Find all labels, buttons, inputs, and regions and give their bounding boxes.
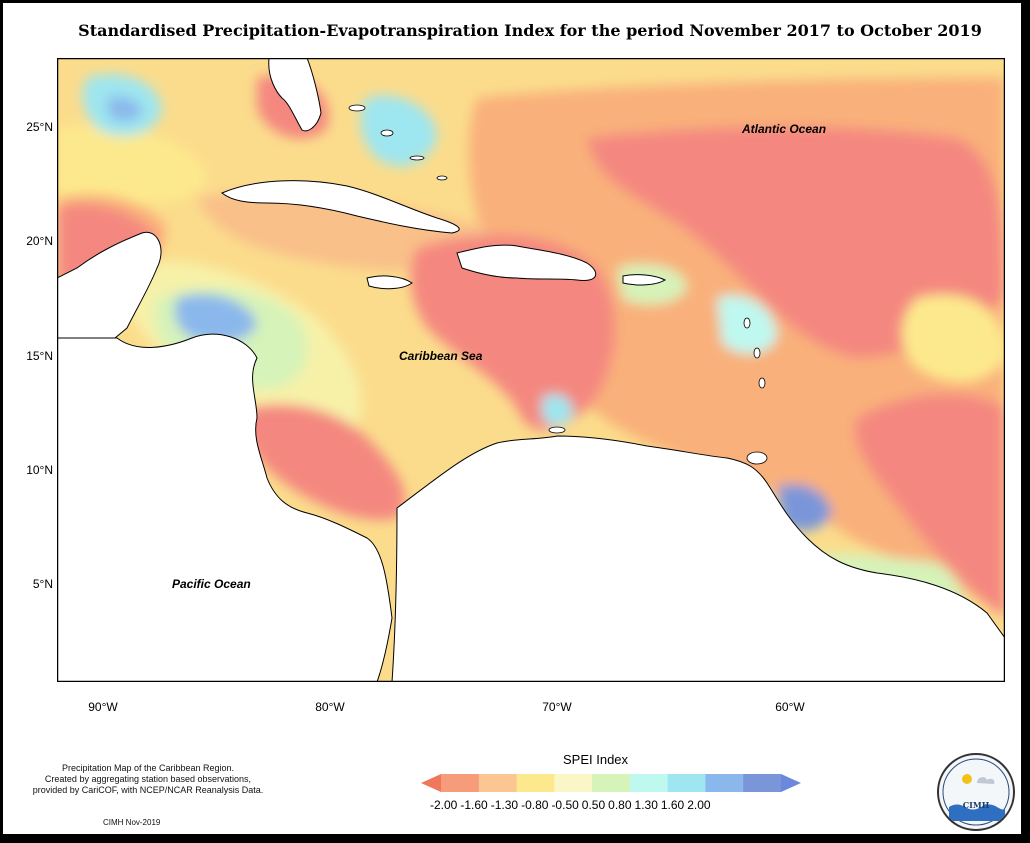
lat-label-20n: 20°N xyxy=(26,234,53,248)
legend-swatch xyxy=(743,774,782,792)
land-yucatan xyxy=(57,231,162,339)
lat-label-5n: 5°N xyxy=(32,577,53,591)
map-title: Standardised Precipitation-Evapotranspir… xyxy=(78,21,982,40)
legend-swatch xyxy=(554,774,593,792)
field-red-nicaragua xyxy=(243,404,406,520)
legend-swatch xyxy=(667,774,706,792)
field-red-east xyxy=(855,394,1005,618)
logo-graphic xyxy=(942,758,1010,826)
legend-colorbar xyxy=(421,774,801,792)
legend-value: -1.30 xyxy=(490,798,519,812)
logo-sun-icon xyxy=(962,774,972,784)
legend-labels: -2.00 -1.60 -1.30 -0.80 -0.50 0.50 0.80 1.30 1.6… xyxy=(430,798,714,812)
legend-value: 0.50 xyxy=(581,798,606,812)
credits-line-2: Created by aggregating station based obs… xyxy=(44,774,252,784)
field-cyan-abc xyxy=(542,394,573,427)
island-bahamas-3 xyxy=(409,155,425,161)
island-bahamas-4 xyxy=(436,175,448,181)
land-cuba xyxy=(221,180,460,234)
field-red-atlantic xyxy=(587,126,1005,358)
legend-value: 2.00 xyxy=(687,798,711,812)
credits-line-1: Precipitation Map of the Caribbean Regio… xyxy=(61,763,235,773)
field-yellow-east xyxy=(902,294,1005,382)
lon-label-70w: 70°W xyxy=(542,700,572,714)
logo-waves-icon xyxy=(949,804,1005,821)
land-central-america xyxy=(57,333,393,682)
lon-label-60w: 60°W xyxy=(775,700,805,714)
island-antilles-2 xyxy=(753,347,761,359)
credits: Precipitation Map of the Caribbean Regio… xyxy=(13,763,283,796)
field-cyan-bahamas xyxy=(360,95,437,167)
legend-value: 0.80 xyxy=(608,798,632,812)
field-pale-gulf xyxy=(57,125,207,204)
islands xyxy=(348,104,768,465)
land xyxy=(57,58,1005,682)
logo-text: CIMH xyxy=(962,800,990,810)
legend-title: SPEI Index xyxy=(563,752,629,767)
label-atlantic-ocean: Atlantic Ocean xyxy=(741,122,826,136)
legend-swatch xyxy=(629,774,669,792)
land-jamaica xyxy=(366,275,413,290)
legend-swatch xyxy=(478,774,518,792)
island-abc xyxy=(548,426,566,434)
logo-cloud-icon xyxy=(977,777,995,784)
land-puertorico xyxy=(622,274,667,286)
legend-swatch xyxy=(516,774,555,792)
legend-value: 1.60 xyxy=(660,798,685,812)
land-florida xyxy=(268,58,322,132)
legend-value: -2.00 xyxy=(430,798,458,812)
lat-label-15n: 15°N xyxy=(26,349,53,363)
field-blue-gulf xyxy=(107,96,142,122)
legend-value: -0.50 xyxy=(551,798,579,812)
label-pacific-ocean: Pacific Ocean xyxy=(172,577,251,591)
lat-label-10n: 10°N xyxy=(26,463,53,477)
cimh-logo: CIMH xyxy=(937,753,1015,831)
legend-arrow-right xyxy=(781,774,801,792)
island-bahamas-2 xyxy=(380,129,394,137)
legend-value: 1.30 xyxy=(634,798,658,812)
island-antilles-3 xyxy=(758,377,766,389)
field-blue-honduras xyxy=(174,294,257,343)
credits-stamp: CIMH Nov-2019 xyxy=(103,818,161,827)
spei-map: Atlantic Ocean Caribbean Sea Pacific Oce… xyxy=(57,58,1005,682)
field-red-caribbean xyxy=(410,234,616,431)
credits-line-3: provided by CariCOF, with NCEP/NCAR Rean… xyxy=(32,785,264,795)
lon-label-80w: 80°W xyxy=(315,700,345,714)
island-bahamas-1 xyxy=(348,104,366,112)
legend-value: -1.60 xyxy=(460,798,488,812)
legend-value: -0.80 xyxy=(521,798,549,812)
legend-swatch xyxy=(705,774,744,792)
land-south-america xyxy=(391,435,1005,682)
legend-swatch xyxy=(441,774,480,792)
lat-label-25n: 25°N xyxy=(26,120,53,134)
label-caribbean-sea: Caribbean Sea xyxy=(399,349,483,363)
legend-swatch xyxy=(592,774,631,792)
legend-arrow-left xyxy=(421,774,441,792)
lon-label-90w: 90°W xyxy=(88,700,118,714)
island-antilles-1 xyxy=(743,317,751,329)
land-hispaniola xyxy=(456,244,597,282)
island-trinidad xyxy=(746,451,768,465)
